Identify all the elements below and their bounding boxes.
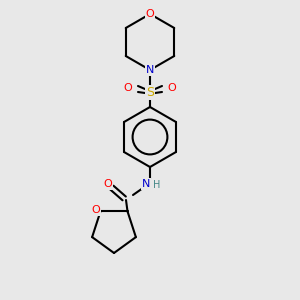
- Text: S: S: [146, 85, 154, 98]
- Text: O: O: [168, 83, 176, 93]
- Text: O: O: [124, 83, 132, 93]
- Text: O: O: [103, 179, 112, 189]
- Text: N: N: [146, 65, 154, 75]
- Text: O: O: [91, 206, 100, 215]
- Text: O: O: [146, 9, 154, 19]
- Text: H: H: [153, 180, 161, 190]
- Text: N: N: [142, 179, 150, 189]
